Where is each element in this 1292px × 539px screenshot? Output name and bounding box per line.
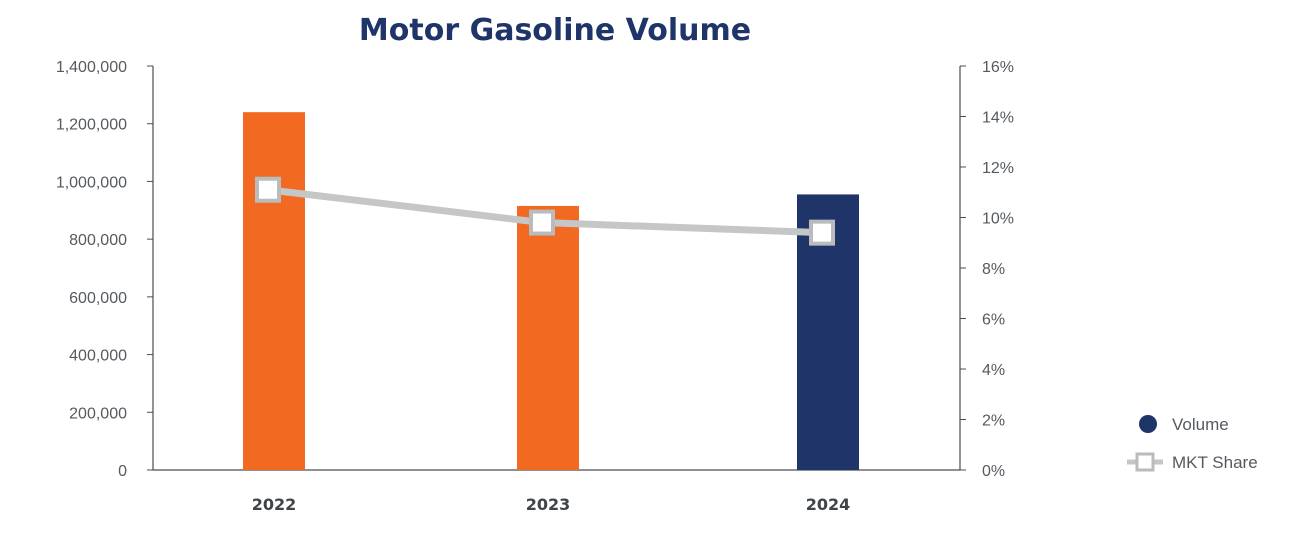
right-tick-label: 12% (982, 160, 1014, 177)
category-label-2022: 2022 (252, 495, 297, 514)
right-tick-label: 16% (982, 59, 1014, 76)
left-tick-label: 400,000 (69, 348, 127, 365)
right-tick-label: 0% (982, 463, 1005, 480)
right-tick-label: 10% (982, 211, 1014, 228)
legend-volume-swatch (1139, 415, 1157, 433)
volume-bars (243, 112, 859, 471)
mkt-share-point-2023 (529, 209, 555, 236)
left-axis-ticks: 0 200,000 400,000 600,000 800,000 1,000,000 1,… (56, 59, 153, 480)
left-tick-label: 1,200,000 (56, 117, 127, 134)
category-label-2023: 2023 (526, 495, 571, 514)
right-tick-label: 4% (982, 362, 1005, 379)
right-tick-label: 6% (982, 312, 1005, 329)
mkt-share-point-2024 (809, 219, 835, 246)
category-label-2024: 2024 (806, 495, 851, 514)
right-tick-label: 8% (982, 261, 1005, 278)
mkt-share-line (255, 176, 835, 246)
legend: Volume MKT Share (1127, 415, 1258, 472)
left-tick-label: 1,400,000 (56, 59, 127, 76)
left-tick-label: 0 (118, 463, 127, 480)
mkt-share-point-2022 (255, 176, 281, 203)
left-tick-label: 600,000 (69, 290, 127, 307)
right-tick-label: 14% (982, 110, 1014, 127)
left-tick-label: 1,000,000 (56, 174, 127, 191)
right-axis-ticks: 0% 2% 4% 6% 8% 10% 12% 14% 16% (960, 59, 1014, 480)
chart-title: Motor Gasoline Volume (359, 13, 751, 48)
legend-volume-label: Volume (1172, 415, 1229, 434)
legend-mkt-share-label: MKT Share (1172, 453, 1258, 472)
legend-mkt-share-marker (1135, 452, 1155, 472)
volume-bar-2023 (517, 205, 579, 470)
left-tick-label: 800,000 (69, 232, 127, 249)
volume-bar-2022 (243, 112, 305, 471)
left-tick-label: 200,000 (69, 405, 127, 422)
right-tick-label: 2% (982, 413, 1005, 430)
category-labels: 2022 2023 2024 (252, 495, 851, 514)
